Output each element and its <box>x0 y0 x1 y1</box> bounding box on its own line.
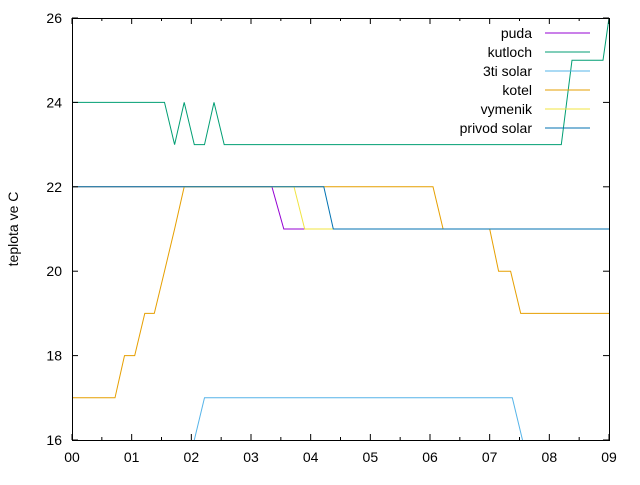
series-line-puda <box>72 186 609 230</box>
legend-label: 3ti solar <box>483 63 532 79</box>
series-line-vymenik <box>72 186 609 230</box>
y-tick-label: 22 <box>46 179 62 195</box>
x-tick-label: 07 <box>482 449 498 465</box>
legend-label: privod solar <box>460 120 533 136</box>
series-line-privod-solar <box>72 186 609 230</box>
y-axis-label: teplota ve C <box>5 192 21 267</box>
series-line-kotel <box>72 186 609 399</box>
series-line-3ti-solar <box>193 397 523 441</box>
legend-label: kutloch <box>488 44 532 60</box>
legend-label: vymenik <box>481 101 533 117</box>
x-tick-label: 08 <box>542 449 558 465</box>
y-tick-label: 20 <box>46 263 62 279</box>
y-tick-label: 26 <box>46 10 62 26</box>
axis-layer: 00 01 02 03 04 05 06 07 08 09 16 18 20 22 24 26 <box>46 10 617 465</box>
x-tick-label: 02 <box>184 449 200 465</box>
x-tick-label: 09 <box>601 449 617 465</box>
legend-label: puda <box>501 25 532 41</box>
y-tick-label: 18 <box>46 348 62 364</box>
series-line-kutloch <box>72 17 610 146</box>
x-tick-label: 01 <box>124 449 140 465</box>
y-tick-label: 24 <box>46 94 62 110</box>
x-tick-label: 03 <box>243 449 259 465</box>
x-tick-label: 05 <box>363 449 379 465</box>
x-tick-label: 06 <box>422 449 438 465</box>
x-tick-label: 00 <box>64 449 80 465</box>
y-tick-label: 16 <box>46 432 62 448</box>
legend-label: kotel <box>502 82 532 98</box>
legend: puda kutloch 3ti solar kotel vymenik privod s… <box>460 25 590 136</box>
x-tick-label: 04 <box>303 449 319 465</box>
series-layer <box>72 17 610 441</box>
